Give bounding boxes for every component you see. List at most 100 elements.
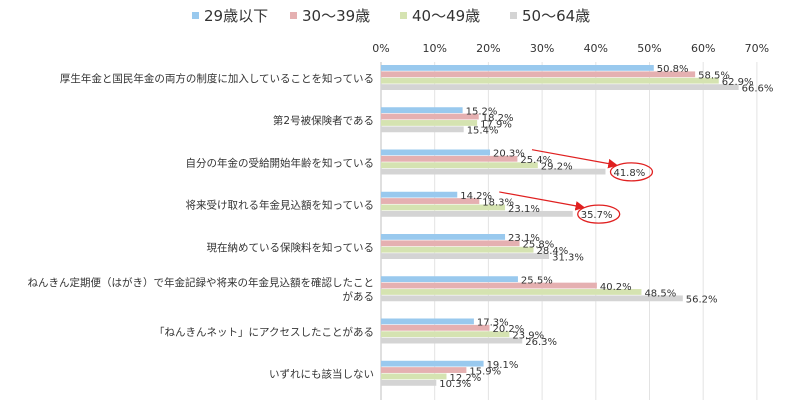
value-label: 20.2%: [492, 324, 524, 335]
bar: [381, 71, 696, 78]
value-label: 23.1%: [508, 233, 540, 244]
highlight-arrow: [499, 191, 586, 211]
bar: [381, 360, 484, 367]
bar: [381, 77, 719, 84]
highlight-ellipse: [609, 162, 654, 182]
value-label: 12.2%: [450, 373, 482, 384]
value-label: 17.3%: [477, 318, 509, 329]
value-label: 20.3%: [493, 149, 525, 160]
value-label: 40.2%: [600, 282, 632, 293]
value-label: 50.8%: [657, 64, 689, 75]
category-label: いずれにも該当しない: [269, 368, 374, 381]
bars: [381, 65, 739, 386]
x-tick-label: 30%: [530, 42, 554, 55]
value-label: 17.9%: [480, 119, 512, 130]
value-labels: 50.8% 58.5%62.9%66.6% 15.2%18.2%17.9%15.4%…: [439, 64, 773, 390]
category-label: 厚生年金と国民年金の両方の制度に加入していることを知っている: [60, 72, 374, 85]
bar: [381, 168, 606, 175]
value-label: 14.2%: [460, 191, 492, 202]
x-axis-ticks: 0% 10% 20% 30% 40% 50% 60% 70%: [372, 42, 769, 55]
bar: [381, 240, 520, 247]
value-label: 23.9%: [512, 331, 544, 342]
bar: [381, 276, 518, 283]
bar: [381, 126, 464, 133]
legend-swatch: [400, 12, 407, 19]
bar: [381, 149, 491, 156]
x-tick-label: 10%: [422, 42, 446, 55]
bar: [381, 234, 506, 240]
value-label: 35.7%: [581, 210, 613, 221]
highlight-arrow: [531, 149, 618, 169]
value-label: 58.5%: [698, 71, 730, 82]
x-tick-label: 60%: [691, 42, 715, 55]
value-label: 29.2%: [541, 162, 573, 173]
highlight-ellipse: [577, 204, 621, 224]
x-tick-label: 20%: [476, 42, 500, 55]
bar: [381, 198, 480, 204]
value-label: 25.8%: [523, 240, 555, 251]
value-label: 26.3%: [525, 337, 557, 348]
value-label: 62.9%: [722, 77, 754, 88]
value-label: 18.2%: [482, 113, 514, 124]
category-label: 「ねんきんネット」にアクセスしたことがある: [154, 325, 374, 338]
bar: [381, 84, 739, 90]
category-label: 現在納めている保険料を知っている: [207, 241, 374, 254]
x-tick-label: 40%: [584, 42, 608, 55]
value-label: 41.8%: [613, 168, 645, 179]
bar: [381, 367, 467, 373]
bar: [381, 337, 523, 344]
value-label: 15.4%: [467, 126, 499, 137]
value-label: 31.3%: [552, 252, 584, 263]
x-tick-label: 50%: [637, 42, 661, 55]
value-label: 25.5%: [521, 275, 553, 286]
legend-swatch: [192, 12, 199, 19]
value-label: 15.9%: [469, 366, 501, 377]
bar: [381, 162, 538, 169]
bar: [381, 289, 642, 295]
value-label: 23.1%: [508, 204, 540, 215]
bar: [381, 331, 510, 338]
value-label: 19.1%: [487, 360, 519, 371]
legend: 29歳以下 30～39歳 40～49歳 50～64歳: [192, 7, 590, 25]
bar: [381, 318, 474, 325]
value-label: 28.4%: [537, 246, 569, 257]
bar: [381, 155, 518, 162]
x-tick-label: 70%: [745, 42, 769, 55]
bar: [381, 282, 597, 289]
legend-label: 29歳以下: [204, 7, 268, 25]
bar: [381, 113, 479, 120]
legend-label: 30～39歳: [302, 7, 370, 25]
bar: [381, 65, 654, 71]
value-label: 18.3%: [482, 197, 514, 208]
category-labels: 厚生年金と国民年金の両方の制度に加入していることを知っている第2号被保険者である…: [28, 72, 375, 381]
bar: [381, 210, 573, 217]
category-label: ねんきん定期便（はがき）で年金記録や将来の年金見込額を確認したこと: [28, 276, 375, 289]
legend-swatch: [510, 12, 517, 19]
bar: [381, 324, 490, 331]
legend-label: 50～64歳: [522, 7, 590, 25]
bar: [381, 379, 437, 386]
highlights: [499, 149, 654, 224]
category-label: がある: [343, 290, 375, 303]
value-label: 15.2%: [466, 106, 498, 117]
x-tick-label: 0%: [372, 42, 389, 55]
legend-label: 40～49歳: [412, 7, 480, 25]
value-label: 66.6%: [742, 83, 774, 94]
value-label: 56.2%: [686, 295, 718, 306]
category-label: 第2号被保険者である: [273, 114, 374, 127]
bar: [381, 373, 447, 380]
bar: [381, 107, 463, 114]
legend-swatch: [290, 12, 297, 19]
value-label: 48.5%: [644, 288, 676, 299]
bar: [381, 295, 683, 302]
bar: [381, 253, 550, 259]
category-label: 将来受け取れる年金見込額を知っている: [186, 199, 374, 212]
value-label: 10.3%: [439, 379, 471, 390]
bar: [381, 204, 506, 211]
value-label: 25.4%: [520, 155, 552, 166]
bar: [381, 246, 534, 253]
bar: [381, 191, 458, 198]
category-label: 自分の年金の受給開始年齢を知っている: [186, 156, 374, 169]
bar: [381, 120, 478, 126]
